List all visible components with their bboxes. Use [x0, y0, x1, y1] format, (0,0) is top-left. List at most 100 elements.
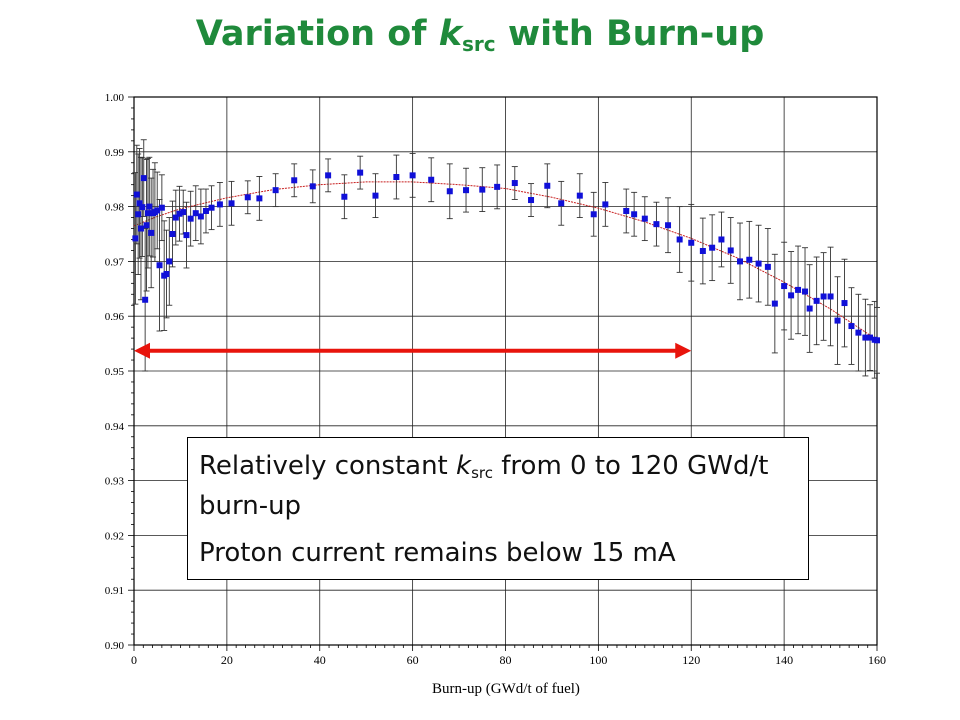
data-point [139, 204, 146, 211]
data-point [623, 207, 630, 214]
x-tick-label: 120 [682, 653, 700, 667]
data-point [172, 214, 179, 221]
data-point [142, 296, 149, 303]
data-point [511, 180, 518, 187]
tick-marks [128, 96, 878, 651]
data-point [132, 235, 139, 242]
y-tick-label: 0.93 [105, 476, 125, 488]
data-point [202, 207, 209, 214]
title-k-symbol: k [438, 14, 463, 54]
data-point [688, 239, 695, 246]
error-bars [132, 139, 880, 379]
y-tick-label: 0.96 [105, 311, 125, 323]
y-tick-label: 0.95 [105, 366, 125, 378]
data-points [132, 169, 880, 344]
x-tick-label: 0 [131, 653, 137, 667]
data-point [146, 203, 153, 210]
y-tick-label: 0.97 [105, 256, 125, 268]
data-point [163, 271, 170, 278]
data-point [544, 182, 551, 189]
data-point [676, 236, 683, 243]
data-point [216, 201, 223, 208]
data-point [699, 247, 706, 254]
y-tick-label: 0.90 [105, 640, 125, 652]
data-point [166, 258, 173, 265]
data-point [641, 215, 648, 222]
data-point [143, 222, 150, 229]
callout-box: Relatively constant ksrc from 0 to 120 G… [187, 437, 809, 580]
x-tick-label: 40 [314, 653, 326, 667]
data-point [256, 195, 263, 202]
data-point [272, 187, 279, 194]
callout-text-a: Relatively constant [199, 451, 457, 481]
callout-line1: Relatively constant ksrc from 0 to 120 G… [199, 450, 798, 523]
data-point [154, 207, 161, 214]
data-point [665, 222, 672, 229]
x-tick-label: 60 [407, 653, 419, 667]
data-point [169, 231, 176, 237]
data-point [428, 176, 435, 183]
data-point [479, 186, 486, 193]
data-point [590, 211, 597, 218]
data-point [136, 200, 143, 207]
data-point [653, 221, 660, 228]
y-tick-label: 1.00 [105, 92, 125, 104]
data-point [602, 201, 609, 208]
data-point [176, 210, 183, 217]
data-point [135, 211, 142, 218]
title-subscript: src [462, 32, 496, 56]
data-point [755, 260, 762, 267]
data-point [820, 293, 827, 300]
data-point [197, 213, 204, 220]
data-point [718, 236, 725, 243]
data-point [867, 334, 874, 341]
data-point [393, 174, 400, 181]
data-point [244, 194, 251, 201]
x-tick-label: 80 [500, 653, 512, 667]
data-point [834, 317, 841, 324]
x-axis-label: Burn-up (GWd/t of fuel) [432, 681, 580, 697]
data-point [862, 334, 869, 341]
data-point [183, 232, 190, 239]
data-point [341, 193, 348, 200]
arrow-head-left [134, 342, 150, 359]
fit-curve [133, 181, 878, 341]
title-suffix: with Burn-up [495, 14, 765, 54]
data-point [192, 210, 199, 217]
data-point [156, 262, 163, 269]
slide-title: Variation of ksrc with Burn-up [0, 14, 960, 56]
callout-text-b: from 0 to 120 GWd/t burn-up [199, 451, 769, 521]
arrow-head-right [675, 342, 692, 359]
y-tick-label: 0.99 [105, 147, 125, 159]
title-prefix: Variation of [195, 14, 439, 54]
data-point [140, 175, 147, 182]
data-point [802, 288, 809, 295]
x-tick-label: 100 [589, 653, 607, 667]
data-point [357, 169, 364, 176]
data-point [558, 200, 565, 207]
callout-k-symbol: k [456, 451, 472, 481]
data-point [133, 191, 140, 198]
y-tick-label: 0.94 [105, 421, 125, 433]
data-point [827, 293, 834, 300]
data-point [788, 292, 795, 299]
data-point [228, 200, 235, 207]
x-tick-label: 140 [775, 653, 793, 667]
data-point [771, 300, 778, 307]
data-point [848, 323, 855, 330]
data-point [841, 300, 848, 307]
data-point [494, 183, 501, 190]
y-tick-labels: 0.90 0.91 0.92 0.93 0.94 0.95 0.96 0.97 0.98 0.99… [105, 92, 125, 652]
x-tick-labels: 0 20 40 60 80 100 120 140 160 [131, 653, 886, 667]
data-point [764, 263, 771, 270]
y-tick-label: 0.98 [105, 202, 125, 214]
data-point [325, 172, 332, 179]
data-point [576, 192, 583, 199]
data-point [187, 215, 194, 222]
data-point [746, 256, 753, 263]
callout-line2: Proton current remains below 15 mA [199, 538, 676, 568]
data-point [631, 211, 638, 218]
data-point [813, 297, 820, 304]
x-tick-label: 160 [868, 653, 886, 667]
